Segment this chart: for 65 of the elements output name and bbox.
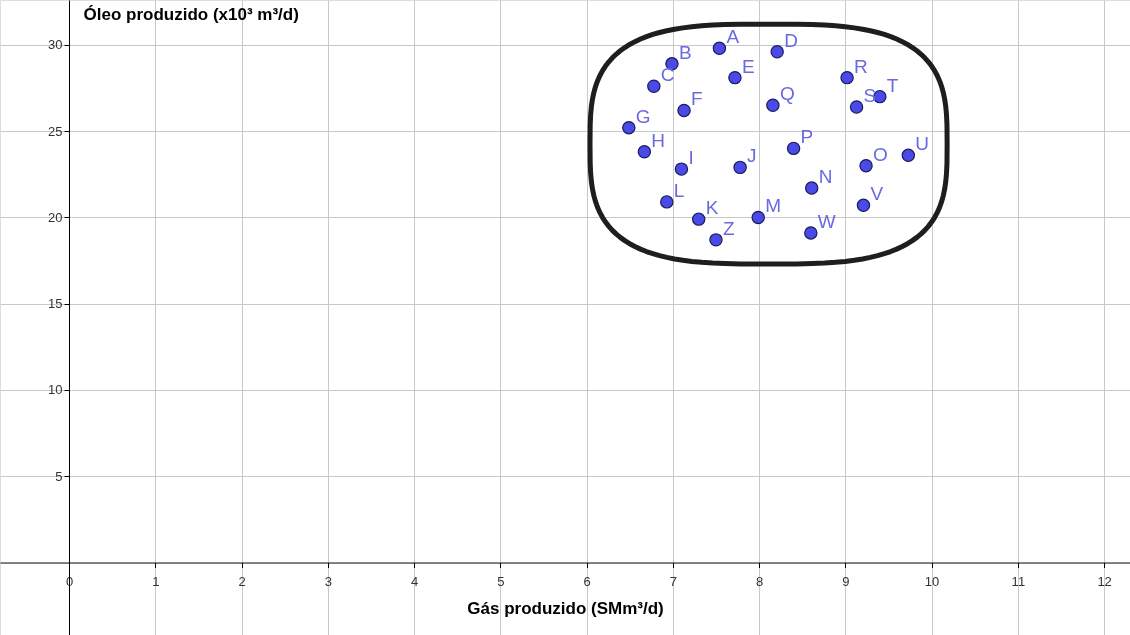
x-tick-label: 10: [924, 574, 940, 590]
point: [766, 98, 780, 112]
annotation: U: [915, 133, 930, 155]
y-tick-label: 15: [48, 296, 63, 312]
annotation: H: [651, 129, 666, 151]
point: [660, 195, 674, 209]
point: [859, 158, 873, 173]
annotation: J: [747, 145, 757, 167]
annotation: L: [673, 179, 685, 201]
annotation: T: [886, 74, 899, 96]
annotation: P: [800, 126, 814, 148]
annotation: D: [784, 29, 798, 51]
point: [804, 181, 819, 195]
y-tick-label: 20: [48, 209, 63, 225]
annotation: Q: [779, 83, 795, 105]
annotation: Z: [722, 217, 735, 239]
annotation: M: [765, 195, 782, 217]
point: [804, 226, 818, 240]
point: [751, 210, 765, 225]
annotation: G: [635, 105, 651, 127]
x-tick-label: 2: [238, 574, 246, 590]
point: [712, 41, 727, 56]
x-tick-label: 12: [1097, 574, 1112, 590]
y-tick-label: 30: [48, 37, 63, 53]
x-axis-title: Gás produzido (SMm³/d): [467, 599, 664, 619]
point: [786, 141, 801, 156]
x-tick-label: 1: [152, 574, 160, 590]
point: [677, 103, 691, 118]
point: [849, 100, 864, 114]
annotation: B: [678, 41, 692, 63]
annotation: R: [854, 55, 868, 77]
x-tick-label: 9: [842, 574, 850, 590]
x-tick-label: 11: [1011, 574, 1026, 590]
annotation: A: [726, 26, 740, 48]
y-tick-label: 25: [48, 123, 63, 139]
y-tick-label: 10: [48, 382, 63, 398]
point: [647, 79, 661, 93]
annotation: W: [817, 210, 836, 232]
point: [622, 120, 636, 135]
x-tick-label: 8: [755, 574, 764, 590]
annotation: I: [688, 147, 694, 169]
annotation: N: [818, 166, 833, 188]
point: [733, 160, 747, 175]
x-tick-label: 7: [669, 574, 677, 590]
point: [856, 198, 871, 213]
point: [637, 145, 652, 159]
x-tick-label: 4: [410, 574, 419, 590]
point: [691, 212, 706, 226]
annotation: V: [870, 183, 884, 205]
point: [728, 70, 742, 85]
point: [674, 162, 689, 176]
annotation: C: [660, 64, 675, 86]
x-tick-label: 6: [583, 574, 591, 590]
annotation: E: [741, 55, 755, 77]
x-tick-label: 5: [497, 574, 505, 590]
y-axis-title: Óleo produzido (x10³ m³/d): [83, 4, 299, 24]
annotation: O: [873, 143, 888, 165]
point: [770, 45, 784, 59]
point: [901, 148, 916, 163]
point: [709, 233, 723, 247]
annotation: F: [691, 88, 703, 110]
x-tick-label: 3: [324, 574, 332, 590]
annotation: K: [705, 197, 719, 219]
point: [840, 70, 854, 85]
y-tick-label: 5: [55, 468, 63, 484]
